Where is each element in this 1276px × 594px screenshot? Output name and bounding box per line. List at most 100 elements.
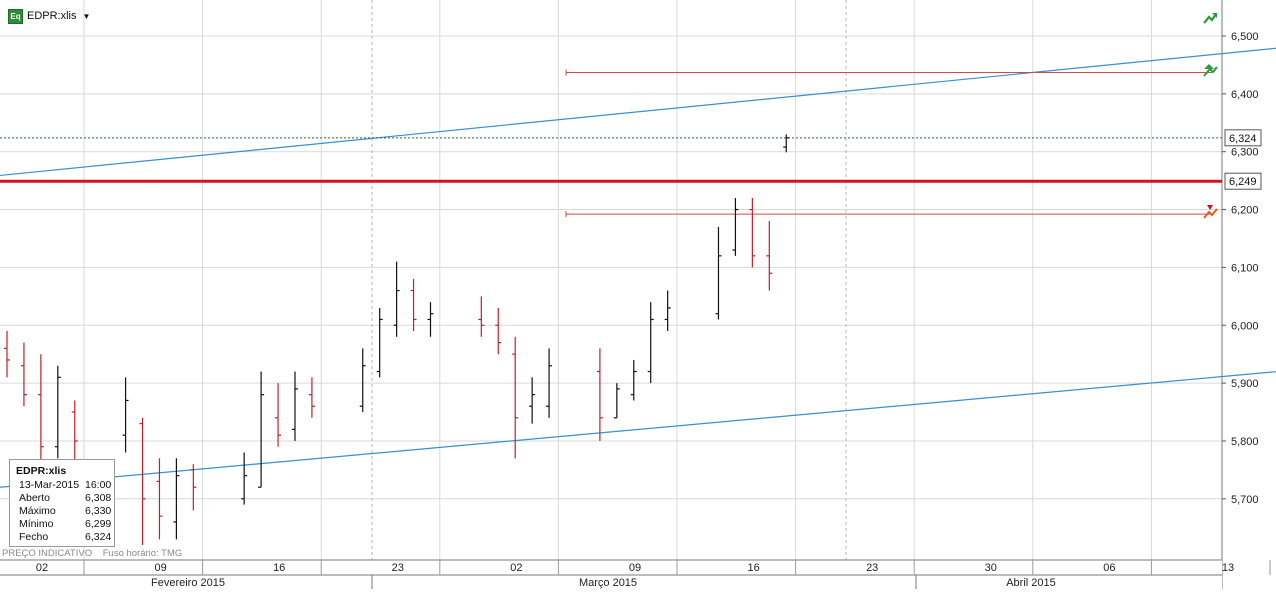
- chart-footnote: PREÇO INDICATIVO Fuso horário: TMG: [2, 548, 182, 559]
- y-tick-label: 6,400: [1231, 89, 1259, 101]
- month-label: Março 2015: [579, 577, 637, 589]
- info-date: 13-Mar-2015: [19, 479, 80, 491]
- price-label-text: 6,249: [1229, 176, 1257, 188]
- info-value: 6,308: [85, 492, 112, 504]
- y-tick-label: 5,800: [1231, 436, 1259, 448]
- ohlc-bar: [4, 331, 10, 378]
- x-tick-label: 06: [1103, 562, 1115, 574]
- channel-lower-line: [0, 371, 1276, 488]
- chevron-down-icon[interactable]: ▼: [82, 11, 91, 21]
- symbol-name[interactable]: EDPR:xlis: [27, 10, 77, 22]
- ohlc-bar: [241, 452, 248, 505]
- price-label-box: [1224, 172, 1262, 190]
- ohlc-bar: [478, 296, 485, 337]
- month-label: Abril 2015: [1006, 577, 1056, 589]
- indicative-price-note: PREÇO INDICATIVO: [2, 548, 93, 559]
- grid-lines: [0, 0, 1223, 589]
- x-tick-label: 09: [629, 562, 641, 574]
- info-value: 6,324: [85, 531, 112, 543]
- x-tick-label: 13: [1222, 562, 1234, 574]
- ohlc-bar: [715, 226, 722, 320]
- ohlc-bar: [495, 307, 502, 355]
- ohlc-bar: [139, 417, 146, 546]
- info-value: 6,299: [85, 518, 112, 530]
- trend-up-icon-stroke: [1203, 13, 1217, 24]
- alert-up-head: [1204, 64, 1214, 69]
- ohlc-bar: [190, 464, 197, 511]
- ohlc-bar: [512, 336, 519, 459]
- y-tick-label: 6,200: [1231, 205, 1259, 217]
- ohlc-bar: [529, 377, 536, 424]
- info-label: Mínimo: [19, 518, 54, 530]
- ohlc-bar: [410, 278, 417, 332]
- x-tick-label: 23: [392, 562, 404, 574]
- last-price-label: 6,324: [1224, 129, 1262, 147]
- month-label: Fevereiro 2015: [151, 577, 225, 589]
- trend-up-icon[interactable]: [1203, 13, 1217, 24]
- ohlc-bar: [749, 197, 756, 268]
- equity-badge-icon: Eq: [8, 8, 23, 24]
- x-tick-label: 16: [747, 562, 759, 574]
- x-tick-label: 30: [985, 562, 997, 574]
- alert-down-stroke: [1203, 208, 1218, 219]
- y-tick-label: 5,900: [1231, 378, 1259, 390]
- info-label: Máximo: [19, 505, 56, 517]
- alert-icons: [1203, 13, 1218, 219]
- y-tick-label: 6,100: [1231, 262, 1259, 274]
- ohlc-bar: [613, 383, 620, 419]
- info-label: Fecho: [19, 531, 49, 543]
- ohlc-bar: [122, 377, 129, 453]
- ohlc-bar: [156, 458, 163, 540]
- ohlc-bar: [20, 342, 27, 407]
- symbol-selector[interactable]: Eq EDPR:xlis ▼: [8, 8, 90, 24]
- price-levels: [0, 69, 1222, 218]
- price-label-text: 6,324: [1229, 133, 1257, 145]
- info-label: Aberto: [19, 492, 50, 504]
- y-tick-label: 5,700: [1231, 494, 1259, 506]
- ohlc-bar: [37, 354, 44, 465]
- arrow-up-alert-icon[interactable]: [1203, 64, 1218, 77]
- x-tick-label: 02: [36, 562, 48, 574]
- arrow-down-alert-icon[interactable]: [1203, 205, 1218, 219]
- alert-up-stroke: [1203, 66, 1218, 77]
- ohlc-bar: [393, 261, 400, 337]
- ohlc-bar: [647, 302, 654, 384]
- ohlc-bar: [275, 383, 282, 447]
- channel-upper-line: [0, 47, 1276, 177]
- alert-down-head: [1207, 205, 1213, 210]
- trend-channel: [0, 47, 1276, 488]
- date-axis: 020916230209162330061320Fevereiro 2015Ma…: [0, 559, 1271, 589]
- info-value: 6,330: [85, 505, 112, 517]
- resistance-price-label: 6,249: [1224, 172, 1262, 190]
- ohlc-bar: [308, 377, 315, 418]
- ohlc-bar: [766, 221, 773, 291]
- price-label-box: [1224, 129, 1262, 147]
- price-axis: 6,500 6,400 6,300 6,200 6,100 6,000 5,900 5,800…: [1222, 31, 1262, 506]
- ohlc-bar: [54, 365, 61, 459]
- ohlc-bar: [630, 359, 637, 401]
- ohlc-bar: [427, 302, 434, 337]
- ohlc-bar: [291, 371, 298, 441]
- x-tick-label: 23: [866, 562, 878, 574]
- trend-up-icon-head: [1212, 13, 1217, 18]
- ohlc-bar: [173, 458, 180, 540]
- ohlc-bar: [732, 197, 739, 256]
- ohlc-bar: [359, 348, 366, 413]
- ohlc-bar: [783, 134, 790, 153]
- x-tick-label: 02: [510, 562, 522, 574]
- x-tick-label: 09: [154, 562, 166, 574]
- ohlc-bar: [376, 307, 383, 378]
- ohlc-bar: [596, 348, 603, 441]
- ohlc-bars: [4, 134, 790, 546]
- y-tick-label: 6,300: [1231, 147, 1259, 159]
- y-tick-label: 6,000: [1231, 320, 1259, 332]
- info-time: 16:00: [85, 479, 112, 491]
- ohlc-info-panel: EDPR:xlis 13-Mar-2015 16:00 Aberto 6,308…: [9, 459, 115, 547]
- x-tick-label: 16: [273, 562, 285, 574]
- y-tick-label: 6,500: [1231, 31, 1259, 43]
- info-title: EDPR:xlis: [16, 465, 67, 477]
- ohlc-bar: [71, 400, 78, 465]
- timezone-note: Fuso horário: TMG: [102, 548, 183, 559]
